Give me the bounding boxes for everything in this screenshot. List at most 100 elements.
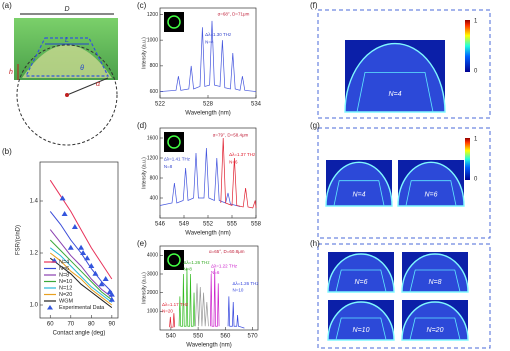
data-point	[67, 244, 74, 250]
panel-label: (b)	[2, 147, 12, 156]
circle	[16, 44, 118, 146]
y-tick-label: 800	[150, 63, 159, 69]
data-point	[92, 270, 99, 276]
annotation: N=8	[184, 267, 193, 272]
x-tick-label: 70	[67, 322, 74, 328]
x-axis-label: Contact angle (deg)	[53, 331, 106, 337]
mode-dome	[327, 253, 395, 293]
data-point	[80, 250, 87, 255]
mode-label: N=6	[354, 279, 367, 286]
data-point	[71, 224, 78, 229]
series-line	[49, 247, 113, 303]
series-line	[159, 147, 241, 207]
x-axis-label: Wavelength (nm)	[186, 343, 231, 349]
series-line	[49, 239, 113, 301]
label: θ	[80, 65, 84, 72]
annotation: N=10	[233, 288, 244, 293]
x-axis-label: Wavelength (nm)	[185, 111, 230, 117]
y-tick-label: 1200	[147, 155, 158, 161]
x-tick-label: 560	[220, 334, 231, 340]
legend-label: N=4	[59, 259, 69, 265]
panel-label: (e)	[137, 239, 147, 248]
x-axis-label: Wavelength (nm)	[185, 231, 230, 237]
series-line	[195, 283, 209, 327]
panel-frame	[317, 9, 491, 119]
x-tick-label: 60	[47, 322, 54, 328]
series-line	[49, 257, 113, 308]
data-point	[108, 291, 115, 297]
mode-dome	[344, 42, 446, 113]
data-point	[59, 195, 66, 201]
panel-label: (g)	[310, 121, 320, 130]
annotation: α=79°, D=58.4μm	[213, 132, 249, 137]
data-point	[78, 244, 85, 250]
legend-label: N=12	[59, 285, 72, 291]
x-tick-label: 558	[251, 222, 262, 228]
series-line	[220, 137, 257, 209]
y-tick-label: 400	[150, 195, 159, 201]
label: α	[96, 81, 101, 88]
annotation: α=68°, D=71μm	[218, 11, 250, 16]
x-tick-label: 555	[227, 222, 238, 228]
x-tick-label: 540	[166, 334, 177, 340]
legend-label: N=10	[59, 279, 72, 285]
data-point	[98, 281, 105, 287]
inset-ring	[167, 15, 181, 29]
x-tick-label: 80	[88, 322, 95, 328]
inset-photo	[164, 132, 184, 152]
y-tick-label: 1200	[147, 12, 158, 18]
panel-label: (a)	[2, 1, 12, 10]
mode-dome	[401, 301, 469, 341]
x-tick-label: 528	[203, 102, 214, 108]
y-tick-label: 600	[150, 89, 159, 95]
panel-frame	[317, 243, 491, 349]
colorbar-label: 0	[474, 177, 478, 183]
series-line	[49, 252, 113, 306]
plot-frame	[159, 245, 259, 331]
y-axis-label: Intensity (a.u.)	[141, 157, 147, 189]
x-tick-label: 570	[248, 334, 259, 340]
data-point	[102, 276, 109, 281]
mode-dome	[327, 301, 395, 341]
mode-path	[409, 269, 461, 293]
label: h	[9, 69, 13, 76]
mode-dome	[397, 161, 465, 207]
data-point	[88, 263, 95, 268]
y-axis-label: Intensity (a.u.)	[141, 272, 147, 304]
path	[25, 37, 109, 77]
x-tick-label: 522	[155, 102, 166, 108]
annotation: Δλ=1.30 THz	[205, 32, 232, 37]
plot-frame	[39, 161, 119, 319]
annotation: Δλ=1.22 THz	[211, 263, 238, 268]
annotation: α=65°, D=60.8μm	[209, 249, 245, 254]
label: D	[64, 6, 69, 13]
data-point	[108, 296, 115, 302]
annotation: Δλ=1.17 THz	[162, 302, 189, 307]
y-tick-label: 1.4	[30, 199, 39, 205]
colorbar-label: 1	[474, 137, 478, 143]
colorbar-label: 0	[474, 69, 478, 75]
y-tick-label: 800	[150, 175, 159, 181]
panel-frame	[317, 127, 491, 239]
legend-marker	[47, 305, 53, 310]
droplet	[22, 45, 112, 78]
mode-label: N=4	[388, 91, 401, 98]
annotation: N=8	[164, 164, 173, 169]
series-line	[159, 20, 257, 92]
mode-path	[405, 180, 457, 207]
y-tick-label: 1600	[147, 135, 158, 141]
mode-dome	[325, 161, 393, 207]
label: L	[65, 37, 69, 44]
mode-label: N=4	[352, 191, 365, 198]
y-tick-label: 3000	[147, 271, 158, 277]
inset-photo	[164, 12, 184, 32]
x-tick-label: 552	[203, 222, 214, 228]
annotation: N=6	[211, 270, 220, 275]
data-point	[61, 211, 68, 216]
mode-label: N=10	[353, 327, 370, 334]
series-line	[210, 268, 220, 327]
mode-label: N=20	[427, 327, 444, 334]
annotation: N=6	[229, 159, 238, 164]
series-line	[49, 229, 113, 298]
